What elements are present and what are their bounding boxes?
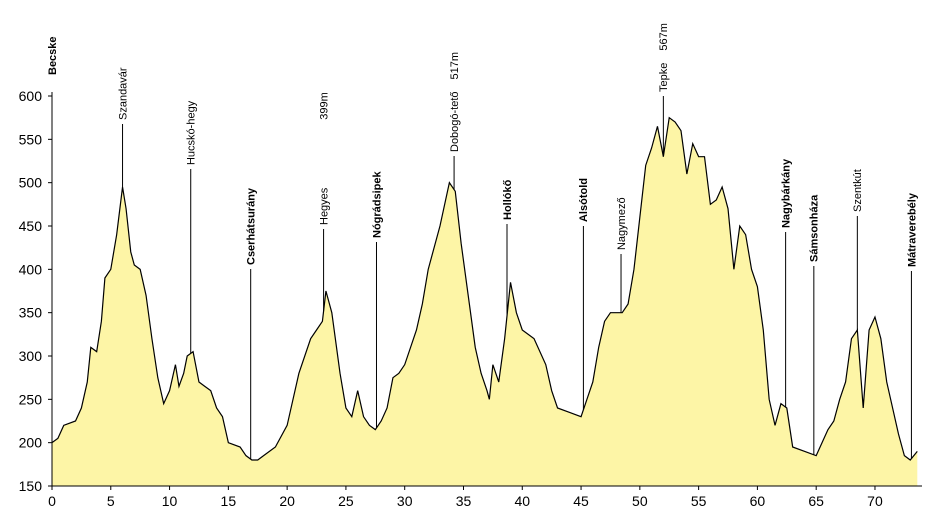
place-label: Mátraverebély bbox=[906, 192, 918, 267]
x-tick-label: 10 bbox=[162, 493, 178, 509]
x-tick-label: 25 bbox=[338, 493, 354, 509]
y-tick-label: 200 bbox=[19, 435, 43, 451]
x-tick-label: 50 bbox=[632, 493, 648, 509]
place-label: Alsótold bbox=[578, 178, 590, 222]
y-tick-label: 150 bbox=[19, 478, 43, 494]
place-label: Nógrádsipek bbox=[371, 170, 383, 238]
y-tick-label: 550 bbox=[19, 131, 43, 147]
place-label: Dobogó-tető bbox=[449, 91, 461, 152]
y-tick-label: 600 bbox=[19, 88, 43, 104]
x-tick-label: 55 bbox=[691, 493, 707, 509]
x-tick-label: 65 bbox=[808, 493, 824, 509]
place-label: Hucskó-hegy bbox=[186, 100, 198, 165]
x-tick-label: 45 bbox=[573, 493, 589, 509]
place-label: Cserhátsurány bbox=[246, 187, 258, 265]
y-tick-label: 350 bbox=[19, 305, 43, 321]
x-tick-label: 60 bbox=[750, 493, 766, 509]
x-tick-label: 15 bbox=[221, 493, 237, 509]
y-tick-label: 300 bbox=[19, 348, 43, 364]
y-tick-label: 500 bbox=[19, 175, 43, 191]
x-tick-label: 70 bbox=[867, 493, 883, 509]
place-label: Hollókő bbox=[502, 179, 514, 220]
x-tick-label: 35 bbox=[456, 493, 472, 509]
y-tick-label: 250 bbox=[19, 391, 43, 407]
x-tick-label: 40 bbox=[514, 493, 530, 509]
place-label: Tepke bbox=[658, 63, 670, 92]
place-label: Nagymező bbox=[616, 197, 628, 250]
y-tick-label: 450 bbox=[19, 218, 43, 234]
place-label: Hegyes bbox=[318, 187, 330, 225]
elevation-note: 399m bbox=[318, 92, 330, 120]
x-tick-label: 5 bbox=[107, 493, 115, 509]
x-tick-label: 30 bbox=[397, 493, 413, 509]
place-label: Becske bbox=[47, 36, 59, 75]
place-label: Szandavár bbox=[117, 67, 129, 120]
place-label: Sámsonháza bbox=[809, 194, 821, 262]
x-tick-label: 0 bbox=[48, 493, 56, 509]
place-label: Nagybárkány bbox=[780, 158, 792, 228]
elevation-note: 517m bbox=[449, 52, 461, 80]
place-label: Szentkút bbox=[852, 169, 864, 212]
x-tick-label: 20 bbox=[279, 493, 295, 509]
elevation-note: 567m bbox=[658, 23, 670, 51]
profile-line bbox=[51, 116, 918, 461]
y-tick-label: 400 bbox=[19, 261, 43, 277]
profile-fill bbox=[52, 117, 918, 487]
